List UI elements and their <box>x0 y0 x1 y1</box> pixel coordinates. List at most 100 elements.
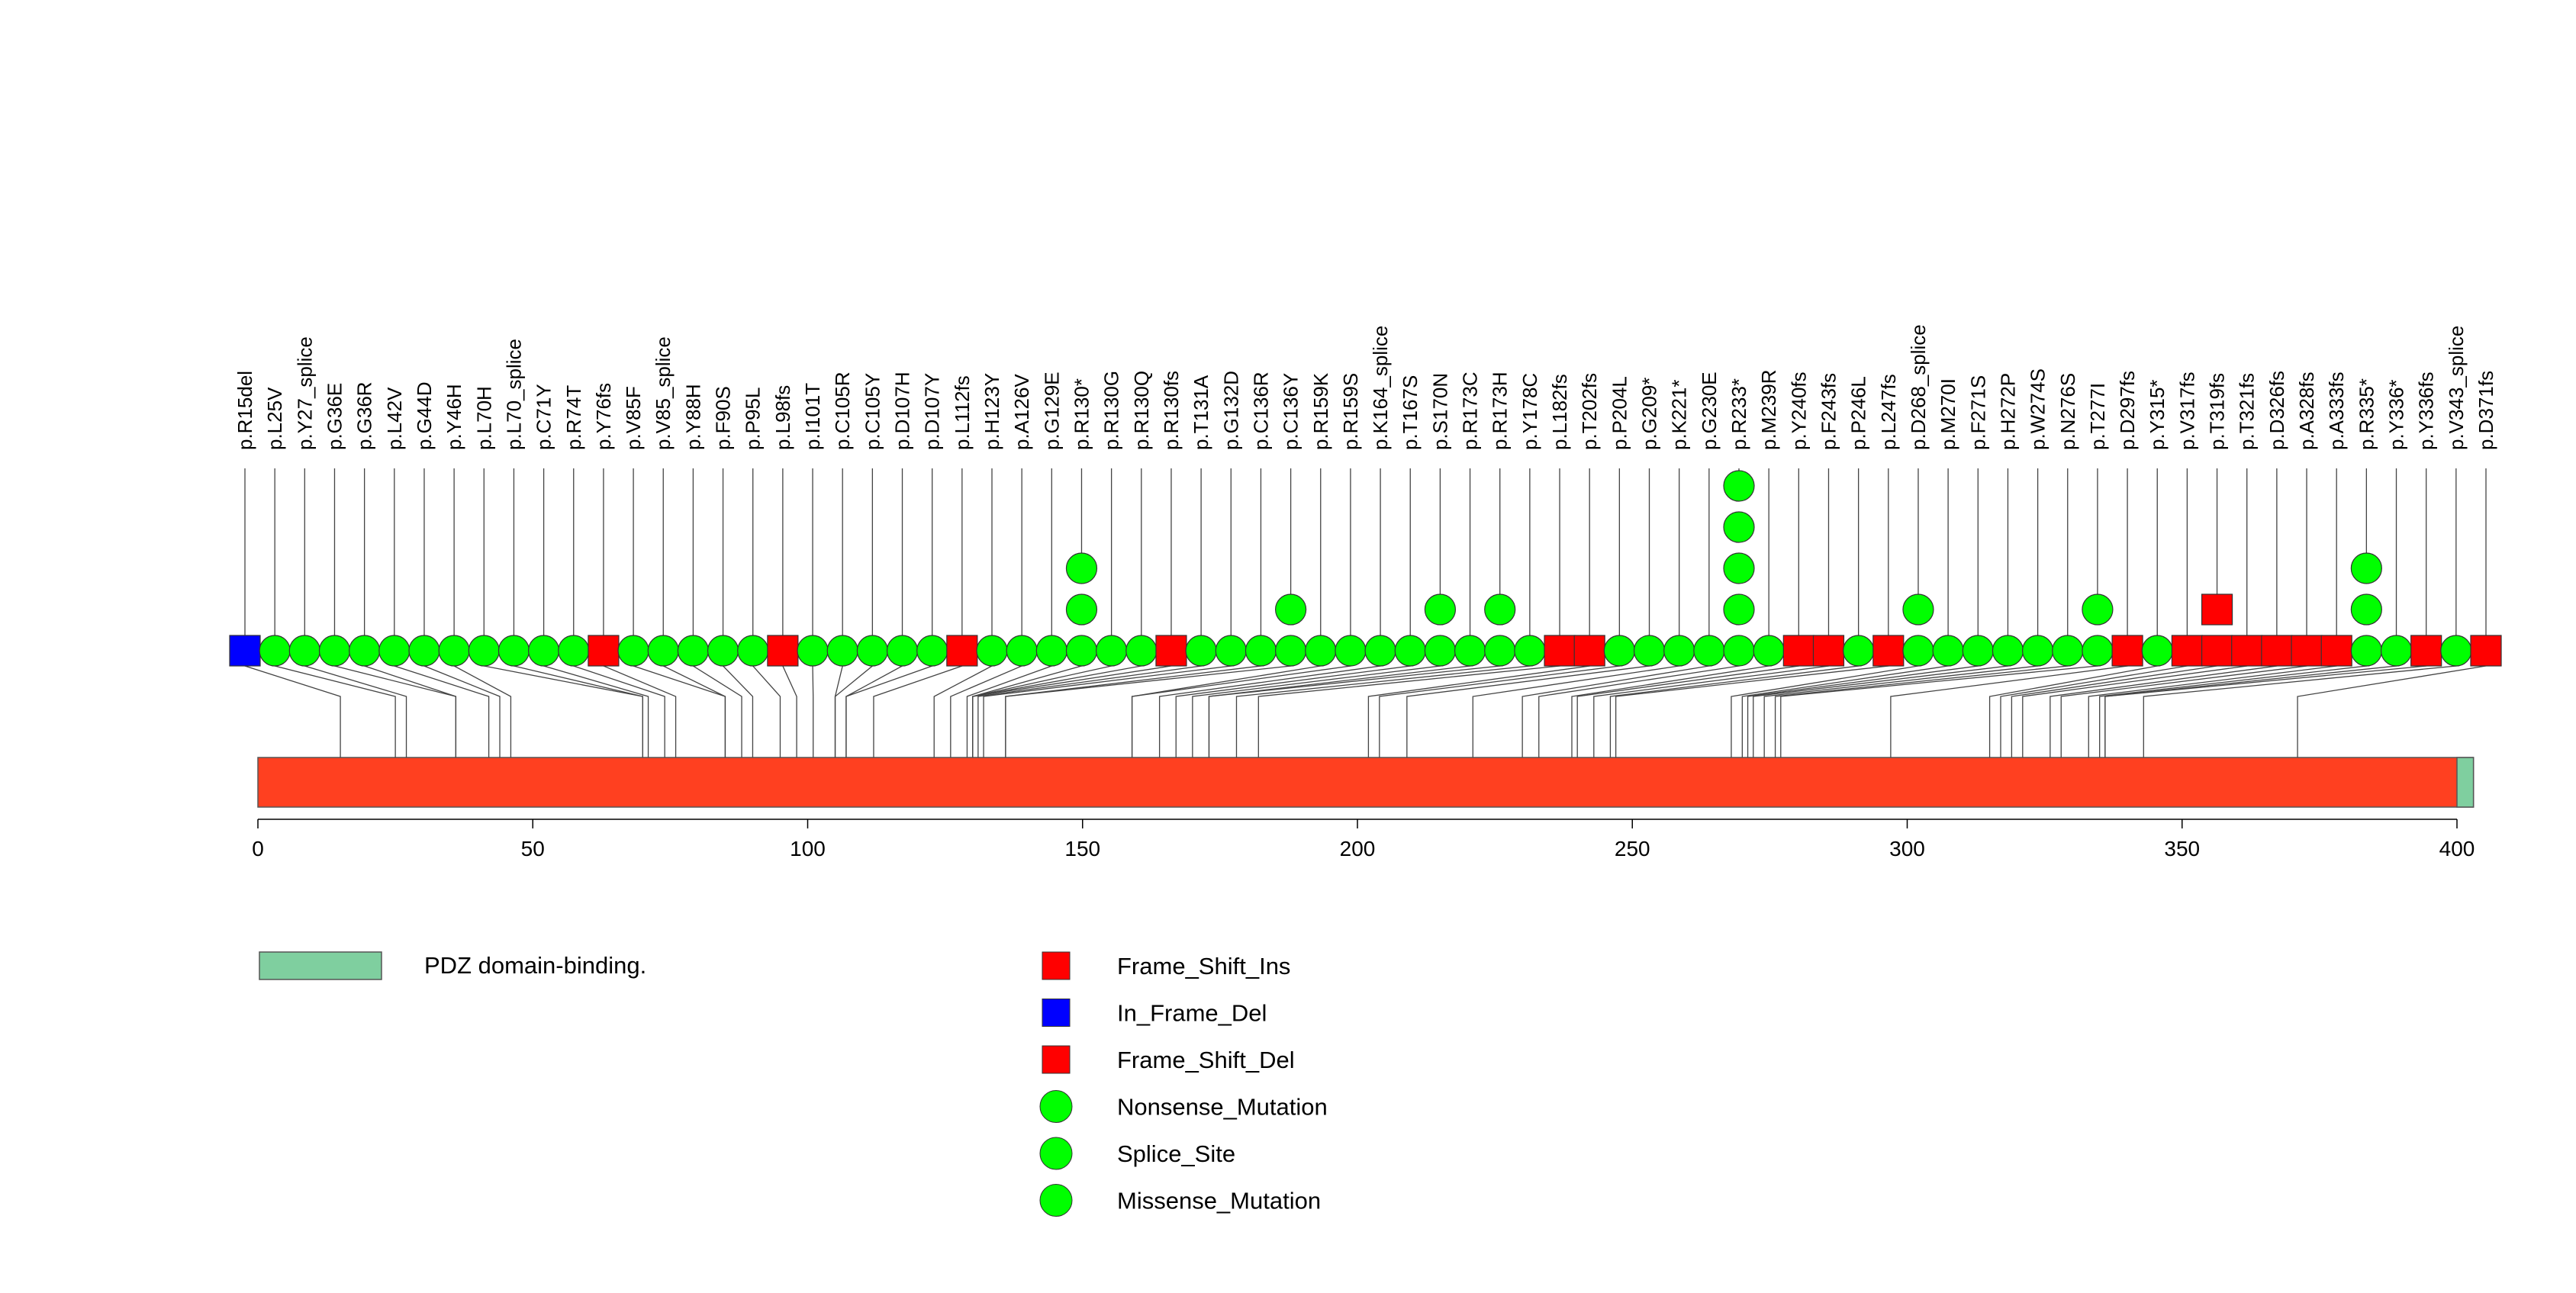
mutation-label: p.D326fs <box>2265 371 2288 450</box>
mutation-marker-square <box>2410 635 2442 667</box>
mutation-marker-circle <box>1065 552 1098 584</box>
mutation-marker-circle <box>497 635 530 667</box>
mutation-marker-circle <box>2022 635 2054 667</box>
mutation-marker-circle <box>1843 635 1875 667</box>
mutation-marker-circle <box>1305 635 1337 667</box>
mutation-marker-circle <box>886 635 919 667</box>
mutation-label: p.L98fs <box>771 385 794 450</box>
mutation-label: p.T319fs <box>2206 373 2229 450</box>
mutation-marker-circle <box>2440 635 2472 667</box>
mutation-label: p.Y27_splice <box>293 336 316 450</box>
mutation-marker-square <box>2111 635 2143 667</box>
fan-connector <box>633 651 726 757</box>
legend-marker-circle <box>1039 1090 1073 1123</box>
x-tick-label: 0 <box>252 837 264 860</box>
fan-connector <box>274 651 396 757</box>
fan-connector <box>1615 651 1889 757</box>
fan-connector <box>304 651 407 757</box>
mutation-label: p.Y336fs <box>2415 371 2438 450</box>
mutation-marker-circle <box>737 635 769 667</box>
mutation-label: p.F243fs <box>1817 373 1840 450</box>
fan-connector <box>244 651 341 757</box>
mutation-marker-circle <box>677 635 710 667</box>
mutation-label: p.A328fs <box>2295 371 2318 450</box>
mutation-label: p.R173H <box>1489 371 1512 450</box>
mutation-label: p.C136R <box>1249 371 1272 450</box>
fan-connector <box>782 651 797 757</box>
mutation-label: p.P246L <box>1847 376 1870 450</box>
mutation-label: p.Y46H <box>443 384 465 450</box>
mutation-marker-square <box>1155 635 1187 667</box>
fan-connector <box>972 651 1113 757</box>
x-tick-label: 350 <box>2164 837 2200 860</box>
mutation-label: p.P204L <box>1608 376 1631 450</box>
mutation-marker-circle <box>1364 635 1396 667</box>
mutation-marker-square <box>229 635 261 667</box>
protein-backbone <box>257 757 2475 808</box>
mutation-marker-circle <box>916 635 948 667</box>
mutation-label: p.H272P <box>1996 373 2019 450</box>
mutation-marker-circle <box>1424 593 1457 626</box>
mutation-marker-square <box>767 635 799 667</box>
mutation-marker-square <box>1782 635 1814 667</box>
mutation-marker-circle <box>1335 635 1367 667</box>
mutation-label: p.R335* <box>2355 378 2378 450</box>
mutation-marker-circle <box>1006 635 1038 667</box>
mutation-marker-circle <box>1723 635 1755 667</box>
fan-connector <box>573 651 665 757</box>
mutation-marker-circle <box>2350 552 2382 584</box>
legend-label: In_Frame_Del <box>1117 1000 1267 1027</box>
fan-connector <box>1257 651 1560 757</box>
mutation-marker-square <box>2320 635 2352 667</box>
mutation-marker-square <box>1872 635 1905 667</box>
mutation-marker-square <box>2201 635 2233 667</box>
mutation-label: p.R74T <box>562 385 585 450</box>
mutation-label: p.G132D <box>1219 371 1242 450</box>
fan-connector <box>972 651 1142 757</box>
mutation-marker-circle <box>1454 635 1486 667</box>
fan-connector <box>873 651 963 757</box>
fan-connector <box>394 651 490 757</box>
fan-connector <box>1571 651 1769 757</box>
mutation-marker-circle <box>617 635 649 667</box>
mutation-label: p.R130fs <box>1160 371 1183 450</box>
legend-label: Missense_Mutation <box>1117 1188 1321 1214</box>
mutation-label: p.P95L <box>742 388 765 450</box>
mutation-marker-circle <box>349 635 381 667</box>
mutation-marker-circle <box>1902 593 1934 626</box>
mutation-label: p.L112fs <box>951 375 974 450</box>
mutation-label: p.A333fs <box>2325 371 2348 450</box>
mutation-marker-circle <box>1723 552 1755 584</box>
mutation-marker-circle <box>2082 593 2114 626</box>
mutation-marker-square <box>588 635 620 667</box>
fan-connector <box>845 651 903 757</box>
mutation-label: p.M270I <box>1937 378 1959 450</box>
mutation-label: p.R159K <box>1309 372 1332 450</box>
x-tick-label: 150 <box>1064 837 1100 860</box>
fan-connector <box>1538 651 1740 757</box>
legend-label: Nonsense_Mutation <box>1117 1094 1328 1121</box>
mutation-marker-circle <box>2082 635 2114 667</box>
mutation-label: p.V317fs <box>2175 371 2198 450</box>
mutation-marker-circle <box>558 635 590 667</box>
mutation-label: p.R233* <box>1728 378 1750 450</box>
mutation-marker-circle <box>2141 635 2173 667</box>
mutation-marker-circle <box>408 635 440 667</box>
mutation-marker-circle <box>976 635 1008 667</box>
mutation-label: p.R130G <box>1100 371 1123 450</box>
mutation-label: p.R15del <box>233 371 256 450</box>
mutation-label: p.T167S <box>1399 375 1422 450</box>
mutation-marker-square <box>1573 635 1605 667</box>
mutation-label: p.Y88H <box>681 384 704 450</box>
mutation-marker-circle <box>2350 635 2382 667</box>
legend-marker-circle <box>1039 1137 1073 1170</box>
mutation-label: p.Y76fs <box>592 383 615 450</box>
mutation-label: p.D107Y <box>921 373 944 450</box>
mutation-marker-circle <box>2350 593 2382 626</box>
mutation-label: p.R130* <box>1070 378 1093 450</box>
mutation-marker-circle <box>438 635 470 667</box>
mutation-label: p.D371fs <box>2475 371 2497 450</box>
legend-marker-square <box>1042 951 1071 980</box>
